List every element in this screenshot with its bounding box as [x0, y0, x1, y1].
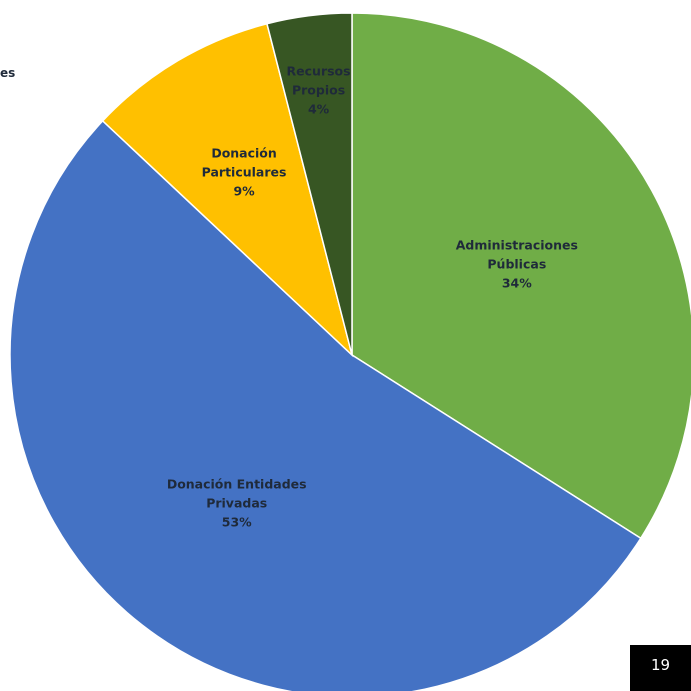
slice-label-3: Recursos Propios 4% — [287, 63, 351, 116]
slice-label-line: Donación — [211, 145, 276, 160]
page-number: 19 — [630, 645, 691, 691]
slice-label-2: Donación Particulares 9% — [202, 145, 287, 198]
slice-label-line: Donación Entidades — [167, 477, 307, 492]
slice-label-line: 53% — [222, 515, 252, 530]
slice-label-0: Administraciones Públicas 34% — [456, 237, 578, 290]
pie-slice-0 — [351, 12, 691, 540]
slice-label-line: 4% — [308, 101, 330, 116]
slice-label-line: Privadas — [206, 496, 267, 511]
slice-label-line: Públicas — [487, 256, 546, 271]
slice-label-line: Administraciones — [456, 237, 578, 252]
slice-label-1: Donación Entidades Privadas 53% — [167, 477, 307, 530]
slice-label-line: Propios — [292, 82, 345, 97]
cropped-legend-text: es — [0, 66, 16, 80]
slice-label-line: Recursos — [287, 63, 351, 78]
pie-slice-2 — [101, 22, 354, 358]
slice-label-line: 34% — [502, 275, 532, 290]
pie-slice-3 — [266, 12, 353, 356]
slice-label-line: Particulares — [202, 164, 287, 179]
slice-label-line: 9% — [233, 183, 255, 198]
pie-slice-1 — [9, 119, 642, 691]
